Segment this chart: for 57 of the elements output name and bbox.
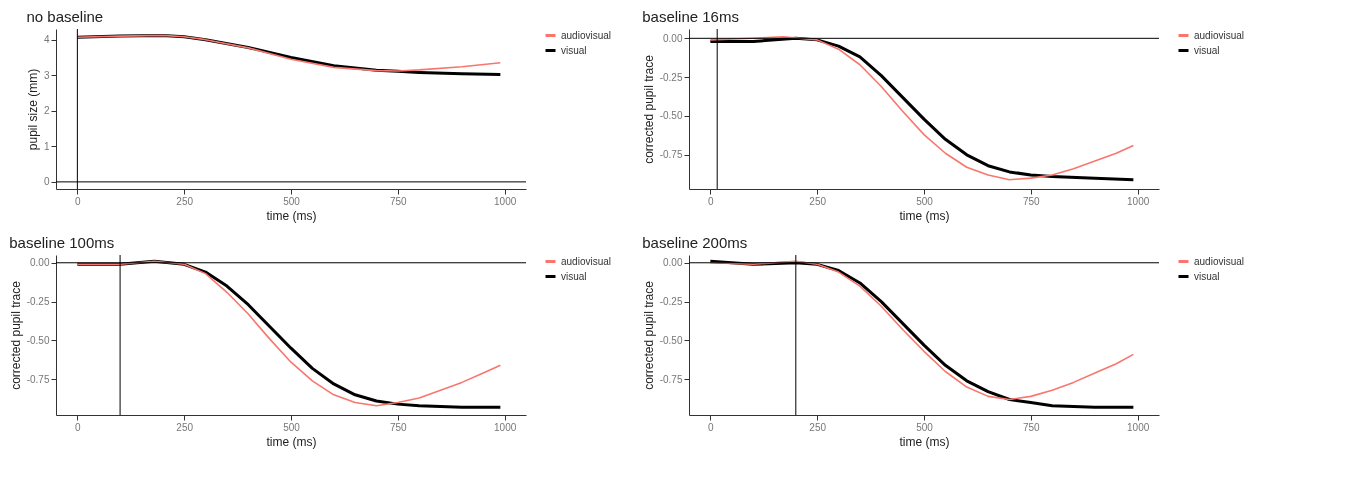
x-tick-label: 0 bbox=[75, 421, 82, 433]
x-tick-label: 500 bbox=[916, 421, 934, 433]
chart-title: no baseline bbox=[26, 7, 104, 25]
y-tick-label: -0.50 bbox=[659, 110, 683, 122]
y-tick-label: -0.75 bbox=[659, 373, 683, 385]
y-tick-label: 1 bbox=[43, 140, 50, 152]
y-axis-title: corrected pupil trace bbox=[8, 280, 23, 390]
x-tick-label: 0 bbox=[708, 421, 715, 433]
y-tick-label: 0.00 bbox=[663, 32, 683, 44]
x-tick-label: 1000 bbox=[494, 421, 517, 433]
x-tick-label: 0 bbox=[75, 195, 82, 207]
legend-label: visual bbox=[1194, 270, 1220, 282]
x-tick-label: 500 bbox=[283, 421, 301, 433]
x-tick-label: 1000 bbox=[1127, 195, 1150, 207]
y-tick-label: -0.50 bbox=[659, 334, 683, 346]
y-tick-label: -0.75 bbox=[26, 373, 50, 385]
y-tick-label: 4 bbox=[43, 34, 50, 46]
legend-label: visual bbox=[561, 270, 587, 282]
x-axis-title: time (ms) bbox=[266, 208, 317, 223]
y-tick-label: -0.25 bbox=[26, 296, 50, 308]
chart-title: baseline 200ms bbox=[642, 233, 748, 251]
x-axis-title: time (ms) bbox=[899, 434, 950, 449]
x-tick-label: 0 bbox=[708, 195, 715, 207]
legend-label: audiovisual bbox=[1194, 29, 1245, 41]
y-tick-label: 0.00 bbox=[663, 257, 683, 269]
chart-title: baseline 16ms bbox=[642, 7, 739, 25]
y-tick-label: -0.25 bbox=[659, 296, 683, 308]
y-tick-label: 2 bbox=[43, 105, 50, 117]
legend-label: visual bbox=[1194, 44, 1220, 56]
x-tick-label: 750 bbox=[1022, 195, 1041, 207]
x-tick-label: 250 bbox=[176, 195, 194, 207]
y-tick-label: -0.75 bbox=[659, 149, 683, 161]
x-axis-title: time (ms) bbox=[266, 434, 317, 449]
y-axis-title: pupil size (mm) bbox=[25, 68, 40, 151]
x-tick-label: 1000 bbox=[494, 195, 517, 207]
x-axis-title: time (ms) bbox=[899, 208, 950, 223]
x-tick-label: 750 bbox=[389, 195, 408, 207]
y-tick-label: 0 bbox=[43, 176, 50, 188]
legend-label: audiovisual bbox=[561, 255, 612, 267]
legend-label: audiovisual bbox=[561, 29, 612, 41]
x-tick-label: 500 bbox=[283, 195, 301, 207]
y-tick-label: 3 bbox=[43, 69, 50, 81]
y-tick-label: 0.00 bbox=[30, 257, 50, 269]
chart-title: baseline 100ms bbox=[9, 233, 115, 251]
y-axis-title: corrected pupil trace bbox=[641, 280, 656, 390]
x-tick-label: 500 bbox=[916, 195, 934, 207]
x-tick-label: 250 bbox=[176, 421, 194, 433]
legend-label: visual bbox=[561, 44, 587, 56]
x-tick-label: 750 bbox=[1022, 421, 1041, 433]
y-axis-title: corrected pupil trace bbox=[641, 54, 656, 164]
x-tick-label: 250 bbox=[809, 195, 827, 207]
x-tick-label: 250 bbox=[809, 421, 827, 433]
y-tick-label: -0.50 bbox=[26, 334, 50, 346]
x-tick-label: 1000 bbox=[1127, 421, 1150, 433]
y-tick-label: -0.25 bbox=[659, 71, 683, 83]
x-tick-label: 750 bbox=[389, 421, 408, 433]
legend-label: audiovisual bbox=[1194, 255, 1245, 267]
